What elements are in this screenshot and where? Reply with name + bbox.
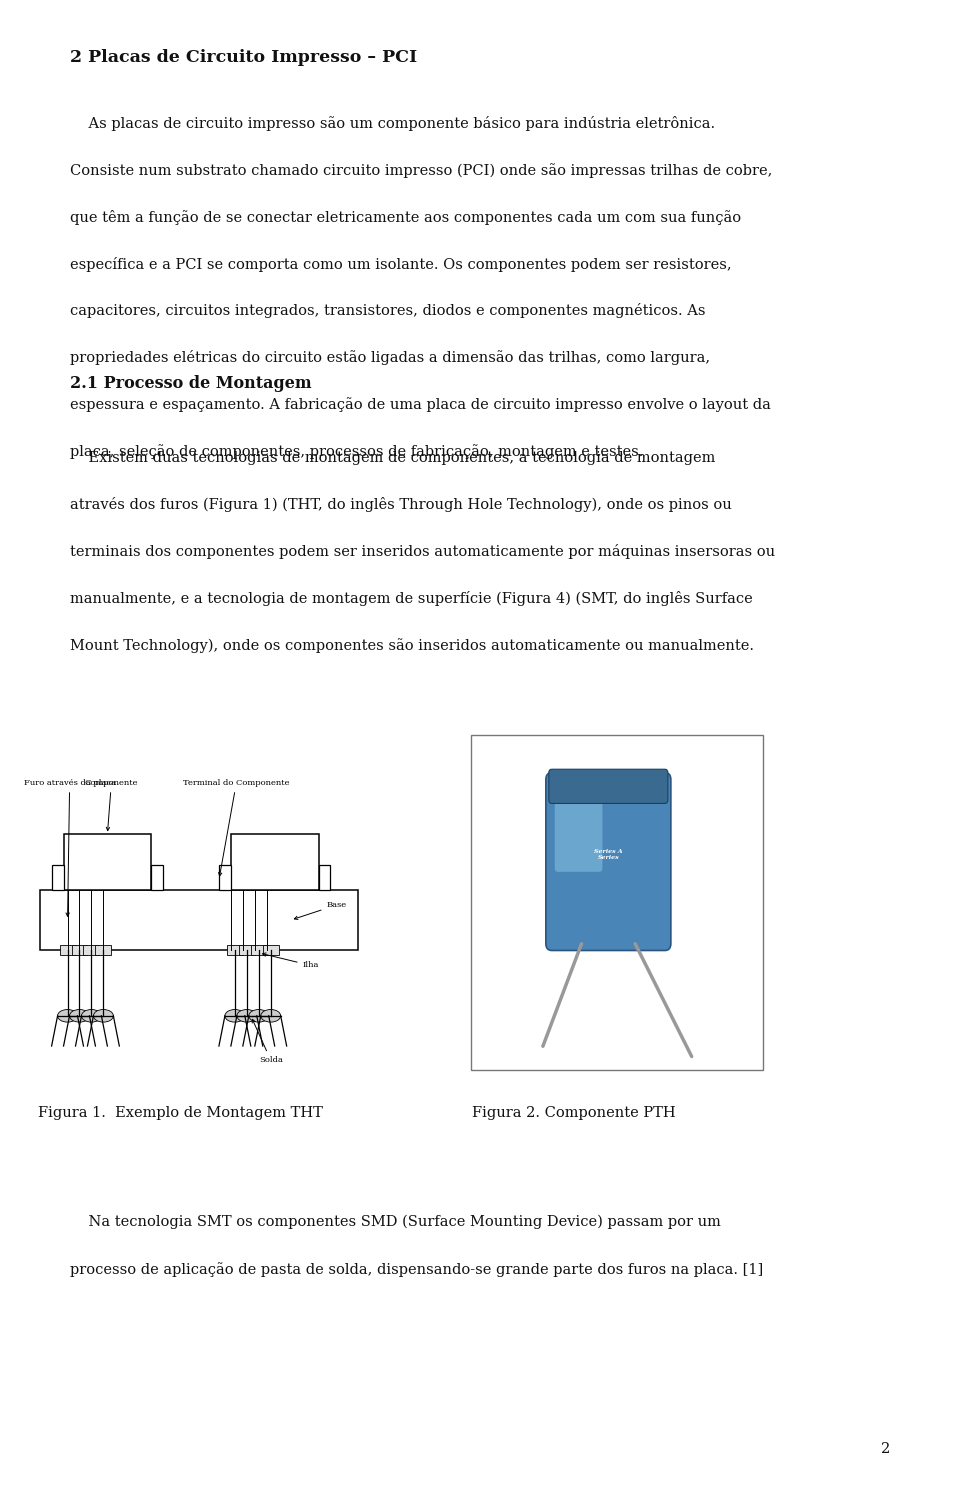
Text: Figura 2. Componente PTH: Figura 2. Componente PTH [472, 1106, 676, 1120]
Bar [39, 889, 358, 950]
Text: Existem duas tecnologias de montagem de componentes, a tecnologia de montagem: Existem duas tecnologias de montagem de … [70, 451, 715, 464]
Text: propriedades elétricas do circuito estão ligadas a dimensão das trilhas, como la: propriedades elétricas do circuito estão… [70, 349, 710, 366]
Text: Base: Base [295, 901, 347, 919]
FancyBboxPatch shape [555, 784, 603, 871]
Bar [251, 946, 267, 955]
Bar [60, 946, 76, 955]
Bar [263, 946, 278, 955]
Text: placa, seleção de componentes, processos de fabricação, montagem e testes.: placa, seleção de componentes, processos… [70, 443, 643, 459]
FancyBboxPatch shape [549, 769, 668, 803]
FancyBboxPatch shape [546, 773, 671, 950]
Text: Terminal do Componente: Terminal do Componente [183, 779, 290, 876]
Bar [227, 946, 243, 955]
Text: terminais dos componentes podem ser inseridos automaticamente por máquinas inser: terminais dos componentes podem ser inse… [70, 544, 776, 559]
Bar [63, 834, 151, 889]
Bar [319, 865, 330, 889]
Text: 2: 2 [880, 1442, 890, 1456]
Text: capacitores, circuitos integrados, transistores, diodos e componentes magnéticos: capacitores, circuitos integrados, trans… [70, 303, 706, 318]
Ellipse shape [225, 1010, 245, 1022]
Text: Mount Technology), onde os componentes são inseridos automaticamente ou manualme: Mount Technology), onde os componentes s… [70, 638, 755, 653]
Ellipse shape [93, 1010, 113, 1022]
Text: através dos furos (Figura 1) (THT, do inglês Through Hole Technology), onde os p: através dos furos (Figura 1) (THT, do in… [70, 497, 732, 513]
Ellipse shape [69, 1010, 89, 1022]
Text: 2 Placas de Circuito Impresso – PCI: 2 Placas de Circuito Impresso – PCI [70, 49, 418, 65]
Text: que têm a função de se conectar eletricamente aos componentes cada um com sua fu: que têm a função de se conectar eletrica… [70, 210, 741, 225]
Text: processo de aplicação de pasta de solda, dispensando-se grande parte dos furos n: processo de aplicação de pasta de solda,… [70, 1261, 763, 1277]
Bar [95, 946, 111, 955]
Text: Consiste num substrato chamado circuito impresso (PCI) onde são impressas trilha: Consiste num substrato chamado circuito … [70, 162, 773, 178]
Ellipse shape [82, 1010, 102, 1022]
Text: Series A
Series: Series A Series [594, 849, 623, 859]
Text: 2.1 Processo de Montagem: 2.1 Processo de Montagem [70, 375, 312, 391]
Text: Figura 1.  Exemplo de Montagem THT: Figura 1. Exemplo de Montagem THT [38, 1106, 324, 1120]
Text: Solda: Solda [252, 1019, 282, 1065]
Bar [84, 946, 100, 955]
Text: Ilha: Ilha [262, 953, 319, 970]
Bar [71, 946, 87, 955]
Text: As placas de circuito impresso são um componente básico para indústria eletrônic: As placas de circuito impresso são um co… [70, 116, 715, 131]
Bar [230, 834, 319, 889]
Text: Componente: Componente [84, 779, 138, 831]
Text: específica e a PCI se comporta como um isolante. Os componentes podem ser resist: específica e a PCI se comporta como um i… [70, 256, 732, 272]
Bar [239, 946, 254, 955]
Bar [151, 865, 163, 889]
Ellipse shape [237, 1010, 256, 1022]
Text: espessura e espaçamento. A fabricação de uma placa de circuito impresso envolve : espessura e espaçamento. A fabricação de… [70, 397, 771, 412]
Text: Na tecnologia SMT os componentes SMD (Surface Mounting Device) passam por um: Na tecnologia SMT os componentes SMD (Su… [70, 1215, 721, 1230]
Ellipse shape [58, 1010, 78, 1022]
Bar [52, 865, 63, 889]
Bar [219, 865, 230, 889]
Ellipse shape [261, 1010, 280, 1022]
Text: Furo através da placa: Furo através da placa [24, 779, 115, 916]
Ellipse shape [249, 1010, 269, 1022]
Text: manualmente, e a tecnologia de montagem de superfície (Figura 4) (SMT, do inglês: manualmente, e a tecnologia de montagem … [70, 590, 753, 607]
